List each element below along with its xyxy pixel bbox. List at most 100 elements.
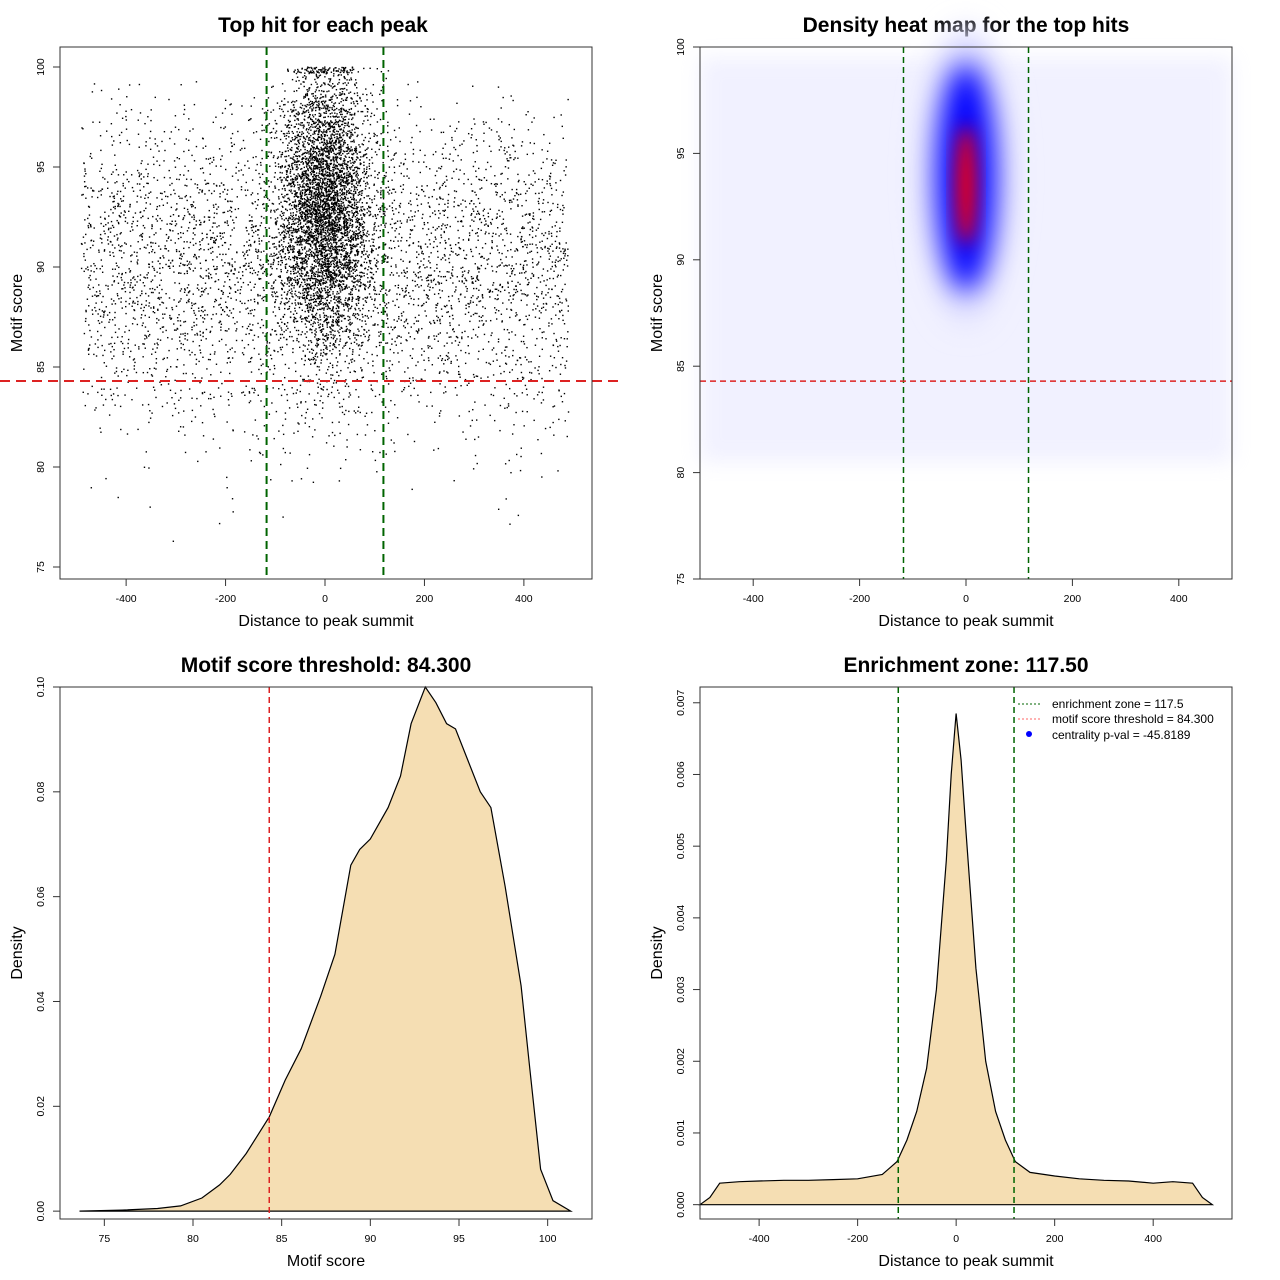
data-point [320, 265, 322, 268]
data-point [454, 291, 456, 293]
data-point [415, 320, 418, 322]
data-point [208, 219, 211, 221]
data-point [404, 291, 407, 293]
data-point [560, 250, 562, 253]
data-point [552, 344, 554, 346]
data-point [363, 284, 366, 287]
data-point [306, 320, 308, 322]
data-point [327, 262, 329, 265]
data-point [286, 393, 288, 396]
data-point [320, 162, 323, 164]
data-point [350, 241, 352, 243]
data-point [559, 179, 562, 182]
data-point [273, 137, 276, 139]
data-point [230, 142, 233, 144]
data-point [184, 165, 186, 167]
data-point [368, 162, 371, 165]
data-point [349, 347, 351, 350]
data-point [236, 196, 238, 198]
data-point [478, 213, 481, 215]
data-point [544, 427, 547, 430]
data-point [526, 411, 528, 413]
data-point [409, 233, 411, 235]
data-point [213, 190, 215, 192]
data-point [455, 190, 458, 193]
data-point [201, 377, 203, 379]
data-point [250, 357, 252, 360]
data-point [494, 288, 497, 290]
data-point [351, 98, 353, 100]
data-point [348, 410, 350, 413]
data-point [155, 357, 158, 360]
data-point [220, 158, 222, 161]
data-point [320, 331, 322, 333]
data-point [354, 313, 357, 315]
data-point [476, 278, 479, 281]
data-point [300, 274, 302, 277]
data-point [437, 210, 440, 212]
data-point [183, 207, 186, 210]
data-point [374, 298, 376, 300]
data-point [191, 216, 193, 218]
data-point [295, 179, 297, 181]
data-point [398, 275, 400, 277]
data-point [199, 349, 201, 351]
data-point [248, 233, 250, 235]
data-point [114, 207, 116, 210]
data-point [435, 151, 437, 153]
data-point [169, 137, 171, 140]
data-point [342, 315, 345, 317]
data-point [364, 314, 366, 317]
data-point [537, 227, 539, 229]
data-point [251, 224, 253, 226]
data-point [543, 331, 545, 333]
data-point [316, 382, 319, 384]
data-point [347, 319, 350, 322]
data-point [427, 283, 430, 285]
data-point [485, 220, 487, 222]
data-point [555, 159, 557, 161]
data-point [548, 233, 550, 235]
data-point [188, 298, 190, 301]
data-point [380, 215, 382, 218]
data-point [306, 222, 308, 224]
data-point [414, 273, 417, 276]
data-point [473, 376, 476, 378]
data-point [201, 392, 204, 394]
data-point [429, 267, 432, 269]
data-point [508, 338, 510, 341]
data-point [170, 223, 173, 225]
data-point [470, 276, 473, 278]
data-point [383, 253, 386, 256]
data-point [126, 433, 129, 435]
data-point [89, 344, 91, 346]
data-point [551, 243, 553, 245]
data-point [113, 235, 116, 237]
data-point [335, 255, 338, 257]
data-point [273, 291, 276, 293]
data-point [410, 326, 412, 328]
data-point [306, 218, 308, 220]
data-point [102, 225, 105, 227]
data-point [364, 335, 366, 338]
data-point [444, 224, 446, 227]
data-point [313, 72, 315, 74]
data-point [156, 197, 158, 199]
data-point [448, 336, 450, 338]
data-point [319, 323, 322, 325]
data-point [234, 351, 236, 353]
data-point [216, 235, 218, 237]
data-point [174, 224, 177, 227]
data-point [322, 198, 325, 200]
data-point [325, 177, 327, 179]
data-point [93, 83, 96, 85]
data-point [367, 362, 369, 364]
data-point [471, 190, 473, 192]
data-point [132, 220, 134, 223]
data-point [441, 290, 444, 292]
data-point [250, 194, 252, 196]
data-point [114, 311, 116, 314]
data-point [445, 354, 448, 357]
data-point [111, 244, 114, 246]
data-point [224, 281, 226, 283]
